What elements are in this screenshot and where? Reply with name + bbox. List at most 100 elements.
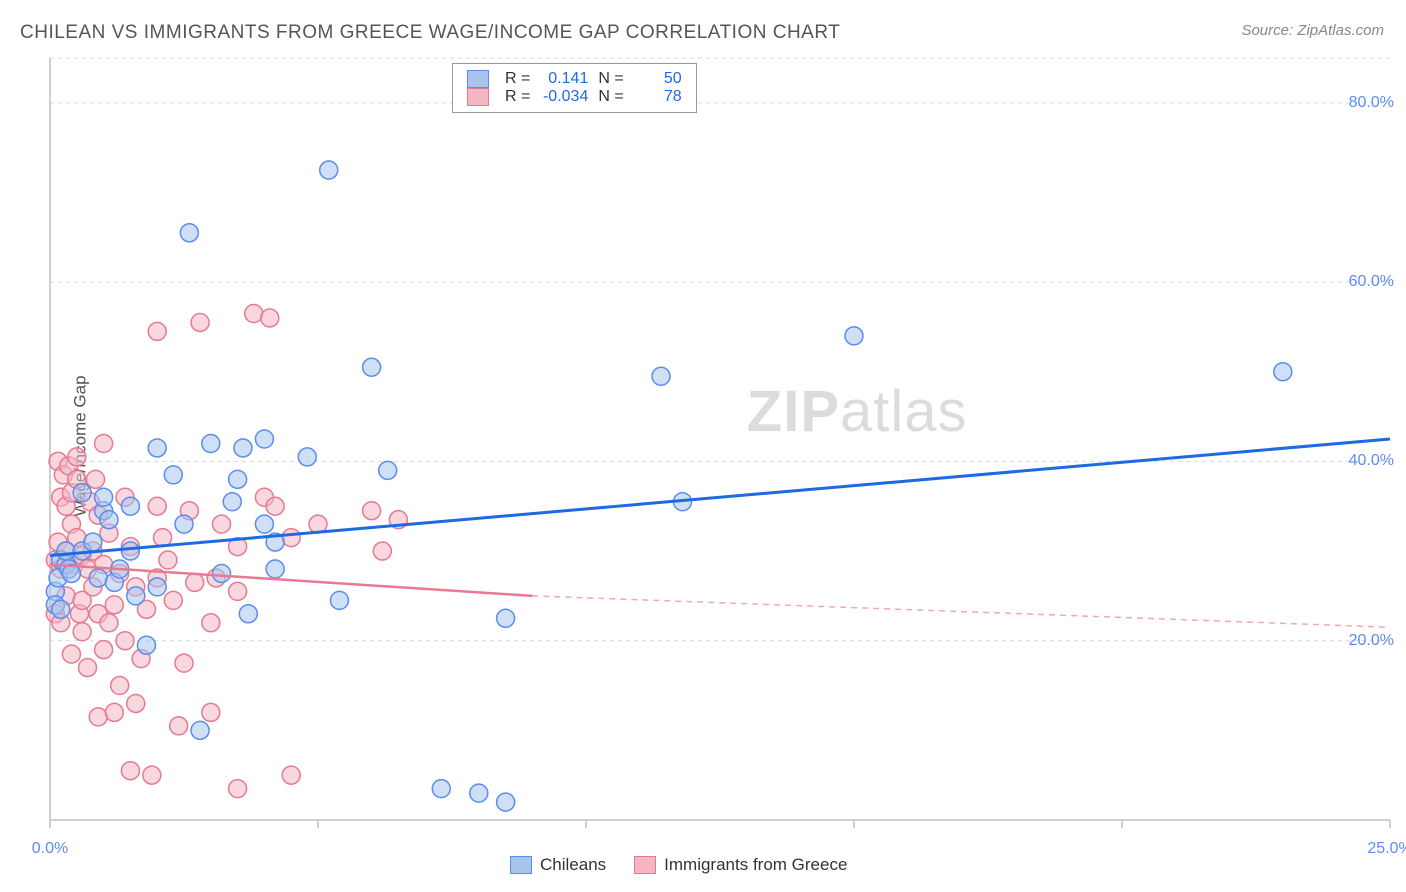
y-tick-label: 80.0% <box>1349 94 1394 112</box>
greece-point <box>111 677 129 695</box>
greece-point <box>68 448 86 466</box>
chileans-point <box>180 224 198 242</box>
chileans-point <box>127 587 145 605</box>
chileans-point <box>229 470 247 488</box>
legend-n-value: 78 <box>634 88 682 106</box>
chileans-point <box>497 793 515 811</box>
greece-point <box>79 659 97 677</box>
greece-point <box>229 780 247 798</box>
greece-point <box>164 591 182 609</box>
greece-point <box>282 766 300 784</box>
x-tick-label: 25.0% <box>1367 840 1406 858</box>
greece-point <box>116 632 134 650</box>
chileans-point <box>266 560 284 578</box>
chileans-point <box>175 515 193 533</box>
chileans-point <box>652 367 670 385</box>
legend-swatch <box>634 856 656 874</box>
legend-stats-row: R = -0.034 N = 78 <box>467 88 682 106</box>
chileans-point <box>255 515 273 533</box>
chileans-point <box>845 327 863 345</box>
greece-point <box>127 694 145 712</box>
greece-trend-extrapolated <box>532 596 1390 627</box>
greece-point <box>105 596 123 614</box>
greece-point <box>363 502 381 520</box>
chileans-point <box>52 600 70 618</box>
greece-point <box>62 645 80 663</box>
greece-point <box>89 708 107 726</box>
greece-point <box>87 470 105 488</box>
legend-stats: R = 0.141 N = 50 R = -0.034 N = 78 <box>452 63 697 113</box>
legend-swatch <box>510 856 532 874</box>
legend-series: Chileans Immigrants from Greece <box>510 855 847 875</box>
chileans-point <box>84 533 102 551</box>
legend-r-value: -0.034 <box>540 88 588 106</box>
chileans-point <box>255 430 273 448</box>
chileans-point <box>298 448 316 466</box>
greece-point <box>73 623 91 641</box>
chileans-point <box>379 461 397 479</box>
chileans-point <box>137 636 155 654</box>
legend-series-item: Immigrants from Greece <box>634 855 847 875</box>
chileans-point <box>121 542 139 560</box>
chileans-point <box>223 493 241 511</box>
greece-point <box>186 573 204 591</box>
legend-r-label: R = <box>505 70 530 88</box>
chart-container: CHILEAN VS IMMIGRANTS FROM GREECE WAGE/I… <box>0 0 1406 892</box>
greece-point <box>229 582 247 600</box>
greece-point <box>213 515 231 533</box>
chileans-point <box>234 439 252 457</box>
legend-series-item: Chileans <box>510 855 606 875</box>
y-tick-label: 40.0% <box>1349 452 1394 470</box>
y-tick-label: 20.0% <box>1349 632 1394 650</box>
chileans-point <box>239 605 257 623</box>
greece-point <box>245 304 263 322</box>
legend-stats-row: R = 0.141 N = 50 <box>467 70 682 88</box>
chileans-point <box>191 721 209 739</box>
greece-point <box>170 717 188 735</box>
chileans-point <box>1274 363 1292 381</box>
chileans-point <box>89 569 107 587</box>
greece-point <box>100 614 118 632</box>
greece-point <box>148 322 166 340</box>
greece-point <box>159 551 177 569</box>
scatter-plot <box>0 0 1406 892</box>
chileans-point <box>320 161 338 179</box>
greece-point <box>282 529 300 547</box>
greece-point <box>105 703 123 721</box>
chileans-point <box>497 609 515 627</box>
chileans-trend-line <box>50 439 1390 556</box>
greece-point <box>373 542 391 560</box>
legend-swatch <box>467 70 489 88</box>
chileans-point <box>73 484 91 502</box>
chileans-point <box>202 434 220 452</box>
greece-point <box>95 641 113 659</box>
chileans-point <box>363 358 381 376</box>
greece-point <box>175 654 193 672</box>
legend-r-label: R = <box>505 88 530 106</box>
legend-swatch <box>467 88 489 106</box>
chileans-point <box>148 578 166 596</box>
greece-point <box>261 309 279 327</box>
chileans-point <box>470 784 488 802</box>
chileans-point <box>95 488 113 506</box>
chileans-point <box>330 591 348 609</box>
greece-point <box>202 703 220 721</box>
greece-point <box>95 434 113 452</box>
legend-r-value: 0.141 <box>540 70 588 88</box>
legend-series-label: Immigrants from Greece <box>664 855 847 875</box>
y-tick-label: 60.0% <box>1349 273 1394 291</box>
legend-n-value: 50 <box>634 70 682 88</box>
greece-point <box>143 766 161 784</box>
chileans-point <box>100 511 118 529</box>
greece-point <box>121 762 139 780</box>
chileans-point <box>121 497 139 515</box>
legend-n-label: N = <box>598 70 623 88</box>
x-tick-label: 0.0% <box>32 840 68 858</box>
chileans-point <box>164 466 182 484</box>
greece-point <box>148 497 166 515</box>
chileans-point <box>57 542 75 560</box>
chileans-point <box>148 439 166 457</box>
legend-n-label: N = <box>598 88 623 106</box>
greece-point <box>202 614 220 632</box>
greece-point <box>266 497 284 515</box>
